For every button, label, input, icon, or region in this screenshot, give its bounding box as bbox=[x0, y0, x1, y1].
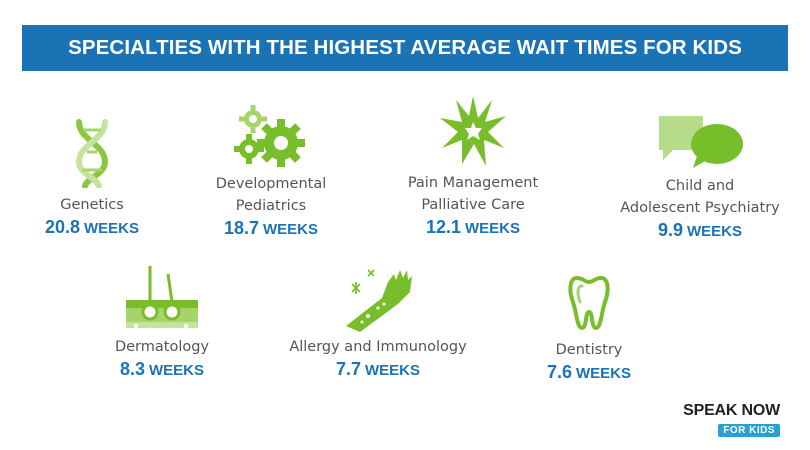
specialty-genetics: Genetics 20.8 WEEKS bbox=[0, 118, 202, 238]
wait-time-value: 7.7 WEEKS bbox=[335, 359, 421, 379]
page-title: SPECIALTIES WITH THE HIGHEST AVERAGE WAI… bbox=[68, 36, 742, 59]
wait-time-value: 18.7 WEEKS bbox=[223, 218, 319, 238]
specialty-label: Child and Adolescent Psychiatry bbox=[620, 178, 780, 216]
specialty-developmental-pediatrics: Developmental Pediatrics 18.7 WEEKS bbox=[161, 103, 381, 239]
speak-now-for-kids-logo: SPEAK NOW FOR KIDS bbox=[683, 402, 780, 438]
tooth-icon bbox=[568, 275, 610, 331]
specialty-label: Allergy and Immunology bbox=[289, 339, 467, 355]
speech-bubbles-icon bbox=[659, 116, 743, 168]
specialty-allergy-immunology: Allergy and Immunology 7.7 WEEKS bbox=[268, 264, 488, 380]
specialty-label: Dermatology bbox=[114, 339, 210, 355]
dna-icon bbox=[75, 119, 109, 188]
wait-time-value: 7.6 WEEKS bbox=[546, 362, 632, 382]
wait-time-value: 8.3 WEEKS bbox=[119, 359, 205, 379]
skin-hair-icon bbox=[126, 266, 198, 328]
specialty-pain-management: Pain Management Palliative Care 12.1 WEEKS bbox=[363, 94, 583, 238]
specialty-label: Genetics bbox=[60, 197, 124, 213]
specialty-dermatology: Dermatology 8.3 WEEKS bbox=[52, 264, 272, 380]
wait-time-value: 12.1 WEEKS bbox=[425, 217, 521, 237]
allergic-arm-icon bbox=[346, 269, 412, 332]
specialty-label: Dentistry bbox=[555, 342, 623, 358]
page-title-banner: SPECIALTIES WITH THE HIGHEST AVERAGE WAI… bbox=[22, 25, 788, 71]
wait-time-value: 20.8 WEEKS bbox=[44, 217, 140, 237]
logo-line1: SPEAK NOW bbox=[683, 402, 780, 419]
specialty-child-psychiatry: Child and Adolescent Psychiatry 9.9 WEEKS bbox=[590, 112, 810, 241]
gears-icon bbox=[234, 105, 305, 167]
specialty-label: Pain Management Palliative Care bbox=[407, 175, 539, 213]
burst-icon bbox=[440, 96, 506, 166]
specialty-dentistry: Dentistry 7.6 WEEKS bbox=[479, 274, 699, 383]
specialty-label: Developmental Pediatrics bbox=[215, 176, 327, 214]
logo-line2: FOR KIDS bbox=[718, 424, 780, 437]
wait-time-value: 9.9 WEEKS bbox=[657, 220, 743, 240]
